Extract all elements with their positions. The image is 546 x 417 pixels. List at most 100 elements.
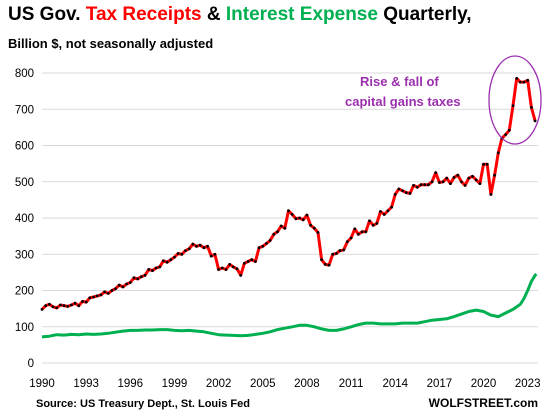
data-point	[246, 260, 250, 263]
y-axis-tick-labels: 0 100 200 300 400 500 600 700 800	[15, 68, 34, 370]
data-point	[283, 226, 287, 230]
x-tick-label: 2005	[250, 378, 276, 390]
data-point	[346, 240, 349, 244]
data-point	[327, 263, 331, 267]
data-point	[158, 265, 162, 269]
data-point	[254, 260, 257, 263]
annotation-group: Rise & fall of capital gains taxes	[345, 55, 542, 145]
series-line-tax-receipts	[40, 76, 537, 311]
data-point	[143, 273, 147, 277]
data-point	[504, 133, 507, 137]
y-tick-label: 400	[15, 213, 34, 225]
data-point	[452, 176, 456, 179]
data-point	[84, 300, 88, 304]
x-tick-label: 1990	[29, 378, 55, 390]
data-point	[55, 306, 59, 310]
data-point	[117, 283, 121, 287]
data-point	[209, 254, 213, 258]
data-point	[106, 292, 110, 295]
data-point	[360, 230, 364, 234]
data-point	[95, 294, 99, 298]
data-point	[48, 302, 51, 306]
title-part-us-gov: US Gov.	[8, 4, 86, 25]
data-point	[40, 308, 44, 311]
data-point	[180, 252, 184, 256]
y-tick-label: 200	[15, 286, 34, 298]
data-point	[349, 236, 353, 240]
data-point	[265, 242, 268, 245]
x-tick-label: 2020	[471, 378, 497, 390]
data-point	[147, 268, 151, 271]
title-ampersand: &	[201, 4, 226, 25]
data-point	[415, 185, 419, 189]
title-interest-expense: Interest Expense	[225, 4, 378, 25]
data-point	[272, 232, 276, 236]
data-point	[139, 275, 143, 279]
data-point	[298, 216, 301, 220]
data-point	[44, 304, 48, 308]
data-point	[224, 268, 228, 271]
data-point	[213, 252, 217, 256]
chart-title: US Gov. Tax Receipts & Interest Expense …	[8, 4, 472, 26]
data-point	[309, 223, 312, 227]
series-line-interest-expense	[41, 273, 538, 339]
data-point	[408, 192, 412, 195]
annotation-line-1: Rise & fall of	[360, 74, 439, 89]
data-point	[489, 193, 493, 196]
data-point	[206, 244, 210, 248]
data-point	[294, 217, 298, 221]
data-point	[316, 231, 320, 234]
x-tick-label: 2002	[206, 378, 232, 390]
data-point	[507, 128, 511, 132]
data-point	[511, 104, 515, 107]
x-tick-label: 2011	[339, 378, 364, 390]
data-point	[239, 273, 243, 277]
data-point	[88, 296, 92, 300]
data-point	[261, 244, 265, 248]
data-point	[449, 182, 452, 186]
data-point	[162, 259, 165, 263]
data-point	[390, 205, 393, 209]
data-point	[62, 304, 66, 308]
data-point	[430, 180, 434, 184]
data-point	[305, 213, 309, 217]
data-point	[99, 293, 103, 297]
data-point	[235, 267, 239, 271]
data-point	[250, 258, 254, 262]
data-point	[125, 282, 128, 286]
source-note: Source: US Treasury Dept., St. Louis Fed	[36, 398, 250, 410]
data-point	[338, 249, 342, 253]
data-point	[320, 258, 323, 262]
y-tick-label: 800	[15, 68, 34, 80]
data-point	[526, 78, 530, 82]
data-point	[191, 242, 195, 246]
data-point	[220, 266, 224, 270]
data-point	[331, 252, 335, 256]
data-point	[110, 289, 114, 292]
data-point	[375, 222, 379, 225]
data-point	[353, 227, 357, 231]
data-point	[471, 174, 474, 178]
series-group	[40, 76, 538, 339]
x-tick-label: 2008	[294, 378, 320, 390]
data-point	[493, 173, 496, 177]
data-point	[441, 180, 445, 184]
data-point	[456, 173, 460, 177]
data-point	[73, 301, 77, 305]
y-tick-label: 300	[15, 249, 34, 261]
data-point	[412, 184, 415, 187]
data-point	[184, 249, 187, 253]
data-point	[530, 106, 533, 109]
data-point	[371, 223, 375, 227]
data-point	[515, 77, 519, 80]
data-point	[393, 193, 397, 196]
data-point	[243, 261, 246, 265]
x-tick-label: 2023	[515, 378, 541, 390]
data-point	[290, 213, 294, 216]
data-point	[382, 213, 386, 216]
data-point	[445, 176, 449, 180]
x-tick-label: 2014	[382, 378, 408, 390]
data-point	[423, 183, 427, 187]
data-point	[496, 151, 500, 155]
